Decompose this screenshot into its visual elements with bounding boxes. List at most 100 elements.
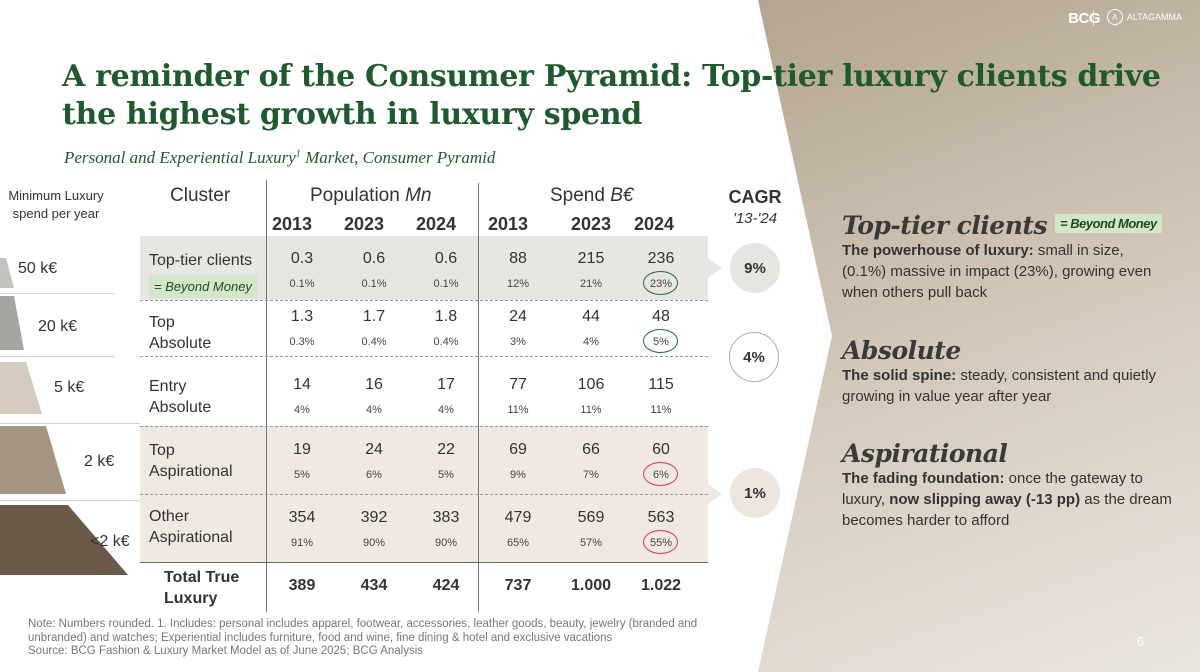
spend-value: 24 [509,308,527,325]
spend-value: 563 [647,509,675,526]
population-share: 0.1% [433,278,459,290]
spend-value: 77 [509,376,527,393]
cluster-top-aspirational-line1: Top [149,442,175,459]
segment-absolute-heading: Absolute [842,336,961,365]
pyramid-level-1 [0,258,14,288]
pyramid-level-2-shape [0,296,24,350]
population-header: Population Mn [310,185,431,207]
total-label: Total True Luxury [164,567,239,609]
segment-aspirational-body: The fading foundation: once the gateway … [842,468,1172,531]
altagamma-wordmark: ALTAGAMMA [1126,12,1182,22]
total-label-line1: Total True [164,569,240,586]
cluster-entry-absolute: Entry Absolute [149,376,211,418]
spend-value: 66 [582,441,600,458]
spend-share: 12% [506,278,530,290]
total-spend: 1.000 [570,577,612,594]
population-value: 354 [288,509,316,526]
population-value: 1.8 [434,308,458,325]
spend-value: 88 [509,250,527,267]
pyramid-level-5-label: <2 k€ [90,533,130,550]
total-divider [140,562,708,563]
population-share: 90% [434,537,458,549]
cluster-top-absolute-line1: Top [149,314,175,331]
highlight-circle [643,462,678,486]
spend-value: 44 [582,308,600,325]
cagr-header: CAGR [728,187,782,207]
pyramid-header: Minimum Luxury spend per year [8,188,104,221]
row-divider [140,300,708,301]
total-population: 424 [432,577,460,594]
subtitle-footnote-marker: 1 [295,148,301,160]
population-share: 0.3% [289,336,315,348]
page-number: 6 [1136,634,1144,649]
year-header: 2024 [415,214,457,234]
cluster-top-tier-label: Top-tier clients [149,252,253,269]
spend-value: 479 [504,509,532,526]
spend-share: 4% [583,336,599,348]
population-value: 0.3 [290,250,314,267]
population-value: 1.3 [290,308,314,325]
cagr-period: '13-'24 [732,210,778,227]
spend-share: 11% [650,404,672,416]
year-header: 2023 [343,214,385,234]
year-header: 2013 [271,214,313,234]
footnote-source: Source: BCG Fashion & Luxury Market Mode… [28,645,424,657]
population-share: 4% [366,404,382,416]
population-share: 0.4% [433,336,459,348]
spend-share: 9% [510,469,526,481]
population-header-text: Population [310,185,400,206]
footnote-note: Note: Numbers rounded. 1. Includes: pers… [28,618,698,644]
row-divider [140,494,708,495]
pyramid-divider [0,356,115,357]
beyond-money-badge: = Beyond Money [149,275,257,298]
subtitle-text: Personal and Experiential Luxury [64,148,296,167]
highlight-circle [643,271,678,295]
slide-subtitle: Personal and Experiential Luxury1 Market… [64,148,495,168]
spend-value: 569 [577,509,605,526]
pyramid-level-3-shape [0,362,42,414]
pyramid-level-4 [0,426,66,494]
population-share: 4% [438,404,454,416]
logo-divider [1092,10,1094,26]
spend-share: 3% [510,336,526,348]
spend-value: 48 [652,308,670,325]
population-value: 383 [432,509,460,526]
population-share: 0.4% [361,336,387,348]
population-value: 16 [365,376,383,393]
pyramid-divider [0,500,140,501]
footnote: Note: Numbers rounded. 1. Includes: pers… [28,618,748,659]
segment-aspirational-heading: Aspirational [842,439,1008,468]
altagamma-logo: A ALTAGAMMA [1092,9,1182,26]
cluster-top-absolute-line2: Absolute [149,335,212,352]
spend-header-text: Spend [550,185,605,206]
bcg-logo: BCG [1068,10,1100,27]
population-share: 4% [294,404,310,416]
segment-absolute-body: The solid spine: steady, consistent and … [842,365,1172,407]
population-value: 392 [360,509,388,526]
cluster-top-aspirational-line2: Aspirational [149,463,233,480]
beyond-money-badge: = Beyond Money [1055,214,1162,233]
top-tier-arrow-icon [708,258,722,278]
pyramid-level-4-shape [0,426,66,494]
population-share: 5% [438,469,454,481]
cluster-top-absolute: Top Absolute [149,312,211,354]
spend-value: 106 [577,376,605,393]
spend-share: 65% [506,537,530,549]
spend-share: 11% [507,404,529,416]
cluster-top-aspirational: Top Aspirational [149,440,233,482]
spend-share: 21% [579,278,603,290]
spend-value: 236 [647,250,675,267]
pyramid-level-3-label: 5 k€ [54,379,85,396]
population-value: 17 [437,376,455,393]
spend-header: Spend B€ [550,185,633,207]
highlight-circle [643,530,678,554]
population-share: 5% [294,469,310,481]
segment-aspirational-emphasis: now slipping away (-13 pp) [889,491,1081,508]
pyramid-level-4-label: 2 k€ [84,453,115,470]
pyramid-level-1-shape [0,258,14,288]
segment-aspirational-text: once the gateway to luxury, [842,470,1143,508]
segment-aspirational-text-end: as the dream becomes harder to afford [842,491,1172,529]
population-value: 24 [365,441,383,458]
pyramid-level-2-label: 20 k€ [38,318,78,335]
